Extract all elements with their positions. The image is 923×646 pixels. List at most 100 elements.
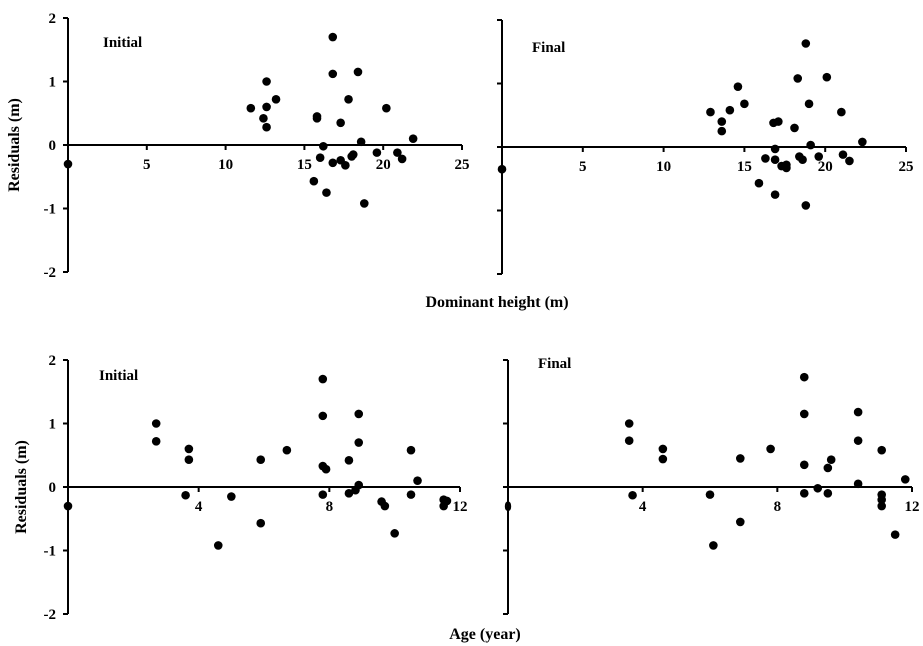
data-point [328,32,338,42]
data-point [442,496,452,506]
data-point [354,409,364,419]
data-point [318,490,328,499]
x-tick-label: 15 [297,157,312,173]
data-point [372,148,382,157]
data-point [624,436,634,445]
data-point [709,541,718,550]
data-point [823,463,833,473]
data-point [344,94,353,104]
data-point [823,489,833,498]
data-point [804,99,814,109]
data-point [397,154,407,164]
data-point [354,480,364,490]
x-tick-label: 8 [326,499,334,515]
data-point [790,123,799,133]
data-point [801,39,811,48]
data-point [806,140,815,150]
y-tick-label: 2 [49,353,57,369]
data-point [406,490,416,499]
data-point [262,122,271,132]
x-tick-label: 20 [376,157,391,173]
data-point [63,501,73,511]
data-point [262,77,271,86]
data-point [341,161,350,170]
panel-bottom-right: 0 4 8 12 Final [503,356,920,615]
data-point [328,69,338,79]
data-point [184,455,194,464]
data-point [770,155,780,164]
y-tick-label: -1 [44,202,57,218]
data-point [282,445,292,455]
x-tick-label: 12 [453,499,468,515]
panel-title: Initial [103,35,142,51]
y-axis-label: Residuals (m) [13,440,30,534]
data-point [256,455,266,464]
x-tick-label: 10 [656,159,671,175]
y-tick-label: -2 [44,265,57,281]
data-point [725,105,735,115]
data-point [853,407,863,417]
data-point [774,117,783,126]
data-point [624,419,634,428]
panel-title: Initial [99,368,138,384]
data-point [799,409,809,419]
data-point [845,156,854,166]
data-point [63,159,73,169]
data-point [356,137,366,147]
data-point [354,438,364,447]
data-point [213,541,223,550]
data-point [890,530,900,539]
panel-title: Final [532,40,565,56]
y-tick-label: 0 [49,480,57,496]
x-tick-label: 10 [218,157,233,173]
data-point [813,483,823,493]
x-tick-label: 25 [899,159,914,175]
x-tick-label: 25 [455,157,470,173]
data-point [319,141,328,151]
data-point [877,501,886,511]
data-point [799,489,809,498]
data-point [793,74,803,83]
data-point [853,479,863,489]
y-tick-label: -2 [44,607,57,623]
data-point [348,150,358,159]
data-point [353,67,363,77]
x-tick-label: 4 [195,499,203,515]
data-point [380,501,390,511]
data-point [309,176,319,186]
data-point [497,164,507,174]
shared-x-axis-label-top: Dominant height (m) [425,294,568,311]
data-point [393,148,402,157]
data-point [271,94,281,104]
data-point [318,374,328,384]
data-point [227,492,236,501]
data-point [706,107,715,117]
data-point [262,102,271,112]
data-point [798,155,807,164]
data-point [717,117,727,126]
x-tick-label: 5 [579,159,587,175]
x-tick-label: 20 [818,159,833,175]
data-point [826,455,836,464]
y-tick-label: 1 [49,417,57,433]
data-point [390,529,399,538]
data-point [246,103,256,113]
y-tick-label: 0 [49,138,57,154]
data-point [858,137,867,147]
data-point [382,103,391,113]
shared-x-axis-label-bottom: Age (year) [449,626,521,643]
data-point [321,464,331,474]
data-point [770,144,780,154]
x-tick-label: 0 [504,499,512,515]
data-point [754,178,764,188]
y-tick-label: 1 [49,75,57,91]
data-point [658,444,668,454]
data-point [853,436,863,445]
data-point [181,490,190,500]
data-point [766,444,775,454]
data-point [184,444,194,454]
data-point [717,126,727,136]
